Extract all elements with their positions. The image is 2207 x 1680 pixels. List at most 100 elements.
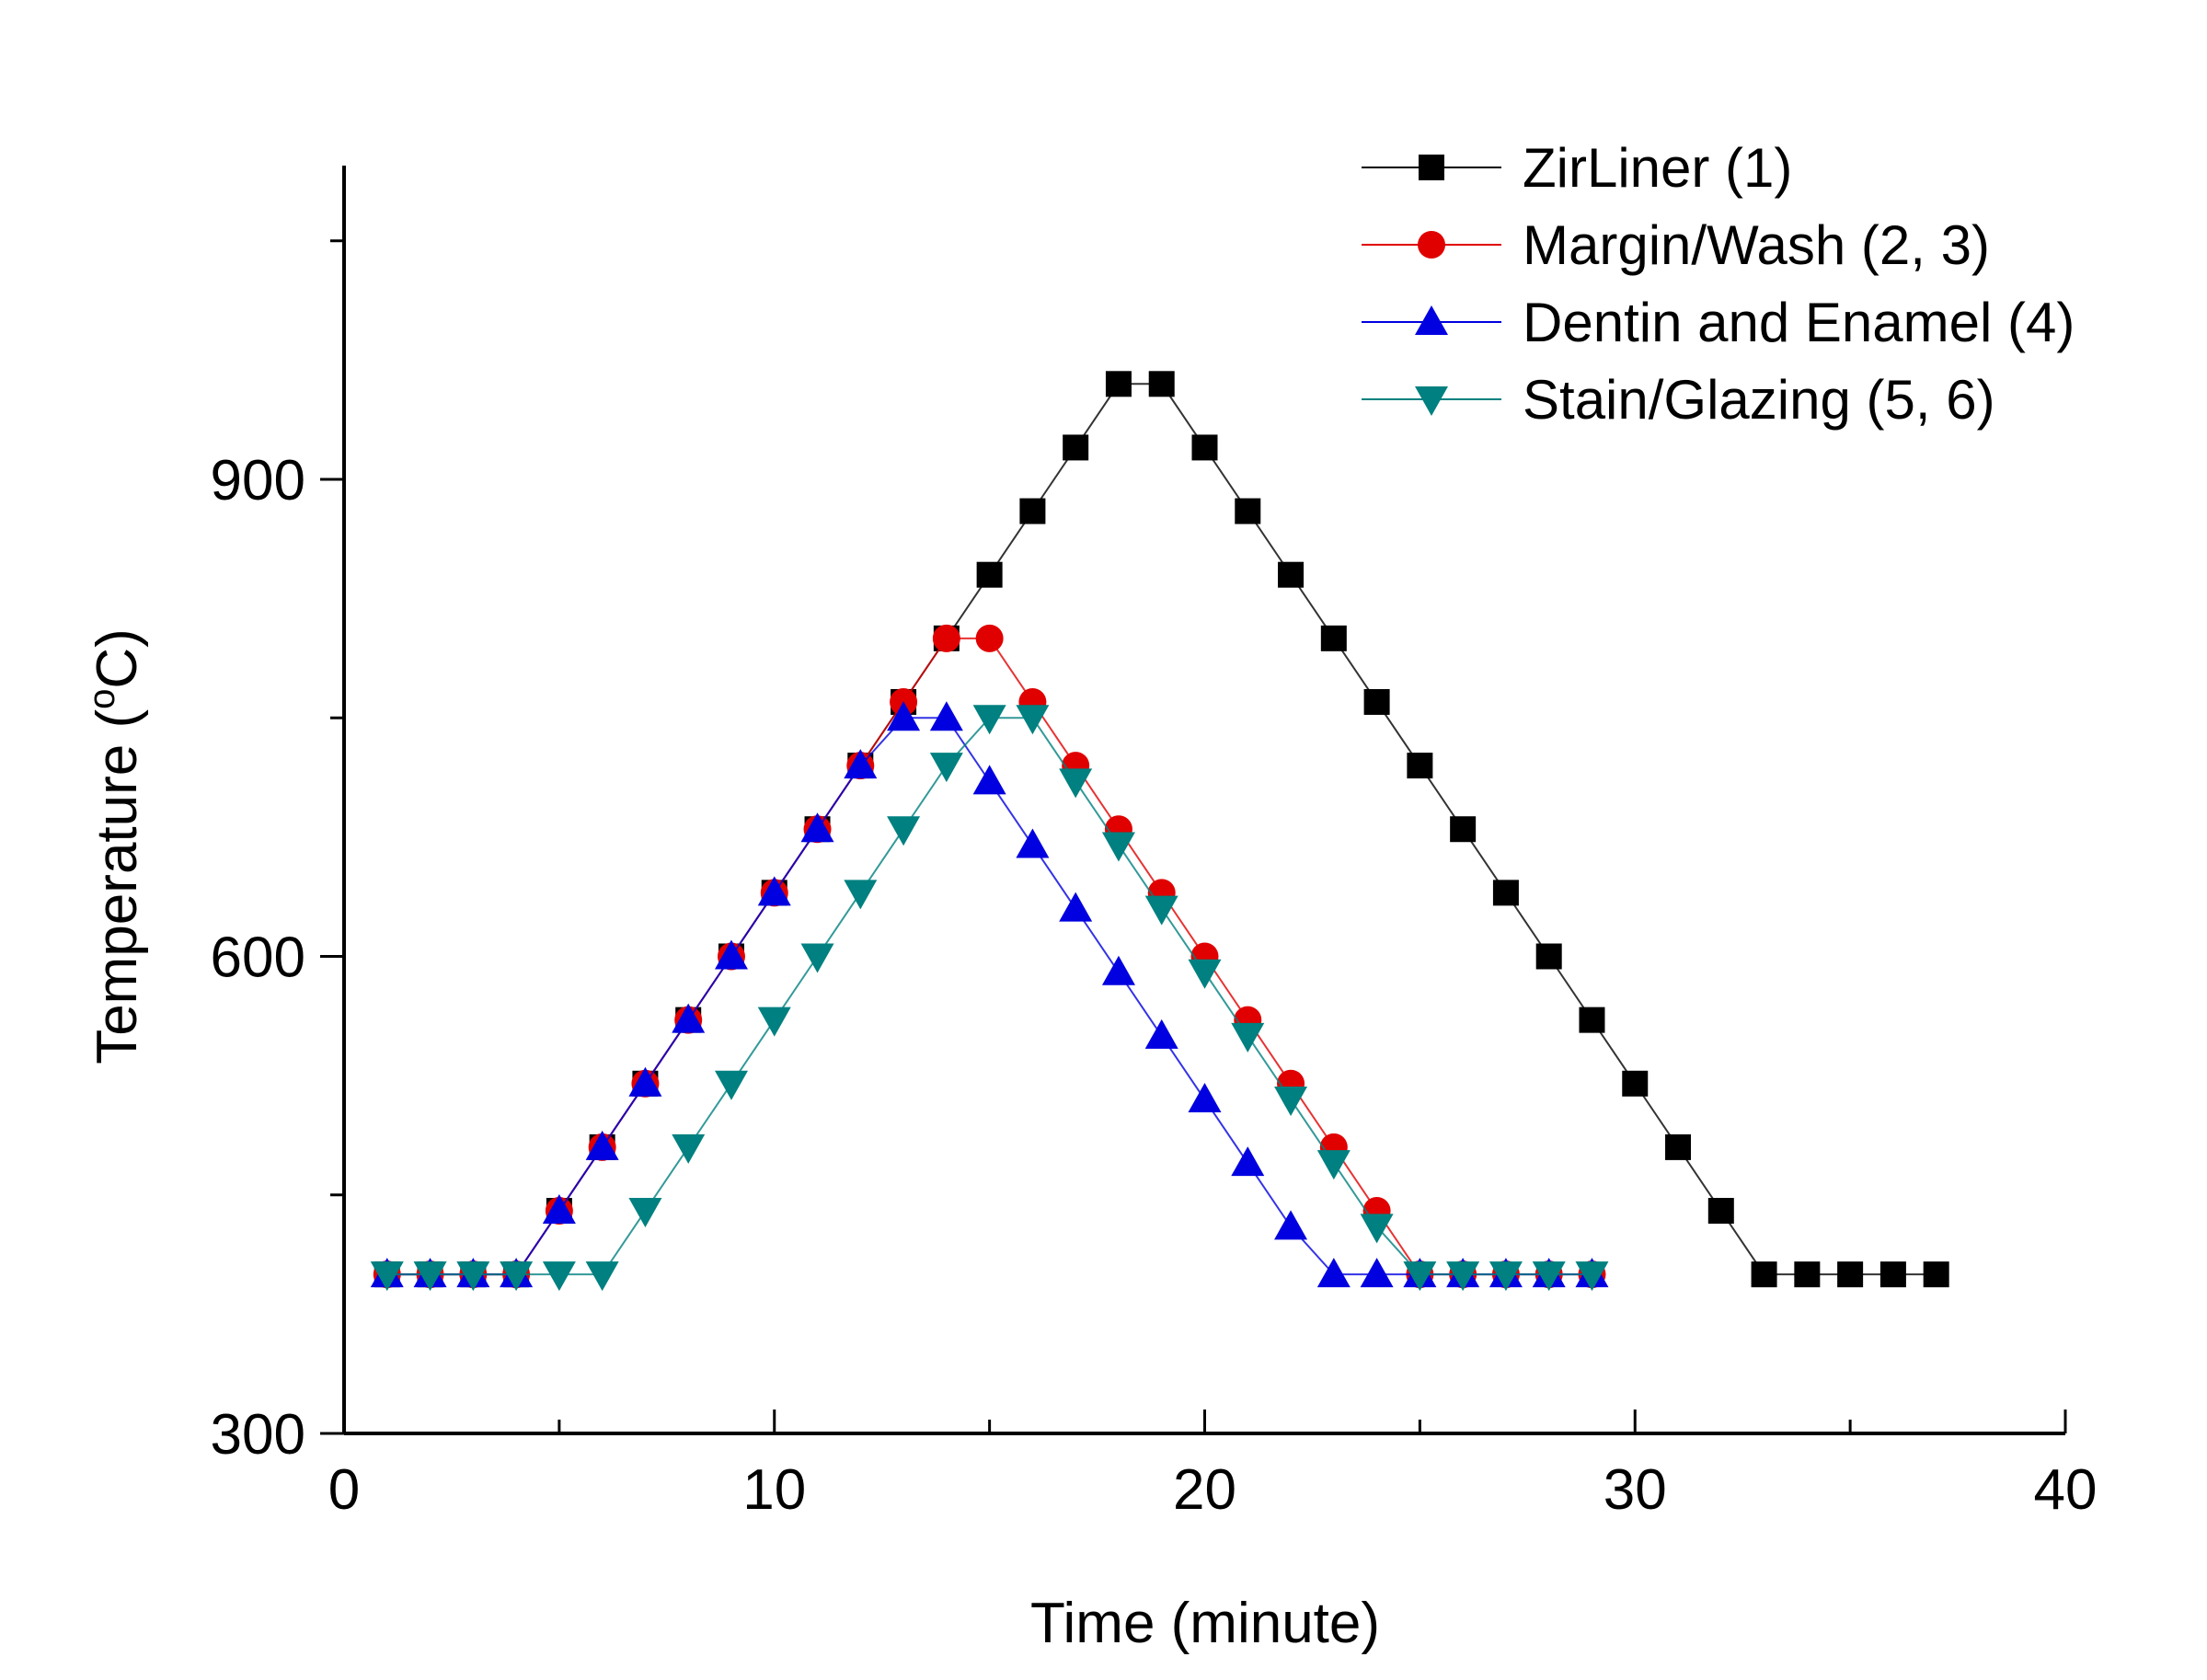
data-point (672, 1003, 706, 1033)
data-point (1622, 1070, 1649, 1097)
data-point (1188, 959, 1222, 989)
x-tick-label: 20 (1173, 1458, 1236, 1522)
legend-marker (1415, 305, 1448, 335)
legend-marker (1415, 386, 1448, 416)
x-tick-label: 0 (328, 1458, 360, 1522)
legend-item: Margin/Wash (2, 3) (1362, 214, 1990, 276)
legend-marker-shape (1419, 155, 1444, 180)
data-point (1316, 1150, 1351, 1180)
legend-item: Stain/Glazing (5, 6) (1362, 369, 1995, 431)
data-point (1063, 434, 1089, 461)
y-tick-label: 900 (211, 449, 305, 512)
data-point (844, 880, 878, 910)
legend: ZirLiner (1) Margin/Wash (2, 3) Dentin a… (1362, 137, 2075, 431)
y-axis-title-suffix: C) (86, 628, 149, 688)
data-point (976, 561, 1003, 588)
data-point (975, 624, 1004, 652)
legend-label: ZirLiner (1) (1523, 137, 1792, 199)
data-point (932, 624, 960, 652)
legend-marker-shape (1418, 231, 1445, 259)
data-point (500, 1261, 534, 1292)
data-point (542, 1261, 576, 1292)
data-point (1320, 625, 1347, 651)
data-point (413, 1261, 447, 1292)
ticks (320, 239, 2067, 1435)
data-point (1837, 1261, 1864, 1288)
series-layer (370, 371, 1949, 1292)
data-point (628, 1198, 662, 1228)
data-point (1278, 561, 1305, 588)
data-point (1575, 1261, 1609, 1292)
data-point (714, 1070, 748, 1100)
x-axis-title: Time (minute) (1030, 1592, 1380, 1655)
legend-item: ZirLiner (1) (1362, 137, 1792, 199)
data-point (1492, 880, 1519, 906)
data-point (1235, 498, 1261, 524)
legend-marker-shape (1415, 386, 1448, 416)
data-point (1579, 1007, 1605, 1033)
data-point (972, 705, 1006, 735)
data-point (1363, 688, 1390, 715)
legend-marker-shape (1415, 305, 1448, 335)
data-point (1403, 1261, 1437, 1292)
data-point (1274, 1087, 1308, 1117)
data-point (542, 1194, 576, 1225)
data-point (800, 943, 834, 973)
data-point (628, 1066, 662, 1097)
y-axis-title-superscript: o (82, 689, 122, 709)
x-tick-label: 10 (742, 1458, 806, 1522)
y-tick-label: 600 (211, 926, 305, 990)
data-point (1532, 1261, 1566, 1292)
data-point (1489, 1261, 1523, 1292)
data-point (1665, 1133, 1692, 1160)
data-point (1231, 1146, 1265, 1177)
data-point (929, 753, 963, 783)
data-point (1316, 1258, 1351, 1288)
data-point (370, 1261, 404, 1292)
y-tick-label: 300 (211, 1403, 305, 1467)
data-point (1360, 1258, 1394, 1288)
data-point (1019, 498, 1046, 524)
x-tick-label: 30 (1604, 1458, 1667, 1522)
legend-item: Dentin and Enamel (4) (1362, 292, 2075, 353)
data-point (1360, 1214, 1394, 1244)
data-point (1059, 768, 1093, 799)
data-point (929, 701, 963, 731)
data-point (714, 939, 748, 970)
x-tick-label: 40 (2034, 1458, 2098, 1522)
data-point (844, 749, 878, 779)
data-point (757, 876, 791, 906)
data-point (1101, 955, 1135, 985)
data-point (1144, 1018, 1178, 1049)
legend-label: Stain/Glazing (5, 6) (1523, 369, 1995, 431)
data-point (1794, 1261, 1821, 1288)
data-point (1879, 1261, 1906, 1288)
legend-label: Margin/Wash (2, 3) (1523, 214, 1990, 276)
data-point (1231, 1022, 1265, 1053)
data-point (1016, 705, 1050, 735)
data-point (1059, 892, 1093, 922)
data-point (1101, 832, 1135, 862)
y-tick-labels: 300 600 900 (211, 449, 305, 1467)
data-point (1274, 1210, 1308, 1240)
data-point (1144, 895, 1178, 926)
legend-marker (1418, 231, 1445, 259)
data-point (1407, 753, 1433, 779)
data-point (1188, 1083, 1222, 1113)
data-point (972, 765, 1006, 795)
data-point (1446, 1261, 1480, 1292)
data-point (1105, 371, 1132, 397)
data-point (1535, 943, 1562, 970)
data-point (1016, 828, 1050, 858)
data-point (800, 812, 834, 843)
data-point (757, 1007, 791, 1037)
data-point (1191, 434, 1218, 461)
legend-marker (1419, 155, 1444, 180)
data-point (1707, 1198, 1734, 1225)
x-tick-labels: 0 10 20 30 40 (328, 1458, 2098, 1522)
data-point (887, 701, 921, 731)
data-point (1751, 1261, 1777, 1288)
data-point (585, 1261, 619, 1292)
